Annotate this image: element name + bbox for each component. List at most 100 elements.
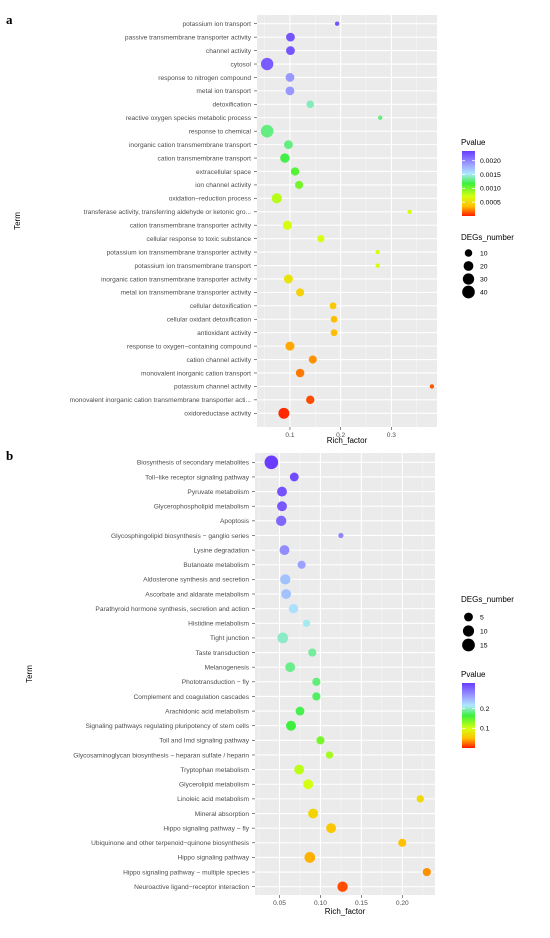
- data-point: [277, 501, 287, 512]
- term-label: cellular response to toxic substance: [147, 236, 252, 243]
- panel-b-size-legend: DEGs_number 5 10 15: [461, 595, 514, 652]
- size-legend-label: 40: [480, 289, 488, 296]
- data-point: [295, 368, 305, 378]
- x-tick-label: 0.15: [355, 900, 368, 907]
- data-point: [286, 46, 295, 55]
- panel-a-letter: a: [6, 12, 13, 27]
- term-label: antioxidant activity: [197, 330, 252, 337]
- data-point: [306, 395, 315, 405]
- data-point: [294, 764, 305, 775]
- data-point: [276, 515, 287, 527]
- colorbar-tick-label: 0.2: [480, 706, 490, 713]
- term-label: potassium channel activity: [174, 384, 252, 391]
- data-point: [280, 153, 290, 163]
- term-label: Lysine degradation: [194, 547, 250, 554]
- term-label: Linoleic acid metabolism: [177, 796, 249, 803]
- term-label: cytosol: [230, 61, 251, 68]
- colorbar-tick-label: 0.0005: [480, 199, 501, 206]
- term-label: metal ion transport: [196, 88, 251, 95]
- data-point: [398, 838, 407, 847]
- term-label: inorganic cation transmembrane transport: [129, 142, 251, 149]
- term-label: Glycosaminoglycan biosynthesis − heparan…: [73, 752, 249, 759]
- data-point: [306, 100, 314, 109]
- data-point: [416, 795, 424, 803]
- x-tick-label: 0.10: [314, 900, 327, 907]
- term-label: Signaling pathways regulating pluripoten…: [86, 723, 250, 730]
- term-label: response to chemical: [189, 128, 252, 135]
- term-label: extracellular space: [196, 169, 251, 176]
- term-label: Glycerolipid metabolism: [179, 782, 249, 789]
- term-label: cellular detoxification: [190, 303, 252, 310]
- term-label: oxidation−reduction process: [169, 196, 252, 203]
- size-legend-dot: [462, 273, 475, 285]
- x-tick-label: 0.20: [396, 900, 409, 907]
- data-point: [325, 751, 334, 759]
- data-point: [260, 57, 274, 71]
- term-label: potassium ion transmembrane transport: [134, 263, 251, 270]
- colorbar-tick-label: 0.1: [480, 726, 490, 733]
- size-legend-dot: [462, 638, 475, 652]
- data-point: [375, 249, 380, 255]
- panel-b-plot-background: [255, 453, 435, 895]
- data-point: [304, 852, 316, 863]
- data-point: [277, 486, 287, 497]
- panel-b-yaxis-title: Term: [25, 665, 34, 683]
- term-label: Parathyroid hormone synthesis, secretion…: [95, 606, 249, 613]
- term-label: oxidoreductase activity: [184, 411, 251, 418]
- term-label: detoxification: [213, 102, 252, 109]
- term-label: response to nitrogen compound: [158, 75, 251, 82]
- panel-a-xaxis-title: Rich_factor: [327, 436, 368, 445]
- data-point: [289, 472, 299, 482]
- term-label: Aldosterone synthesis and secretion: [143, 577, 249, 584]
- data-point: [286, 32, 295, 42]
- size-legend-label: 20: [480, 263, 488, 270]
- panel-a-pvalue-legend-title: Pvalue: [461, 138, 486, 147]
- data-point: [303, 779, 314, 790]
- term-label: Hippo signaling pathway − fly: [163, 825, 249, 832]
- size-legend-label: 15: [480, 642, 488, 649]
- size-legend-label: 10: [480, 250, 488, 257]
- x-tick-label: 0.1: [285, 432, 294, 439]
- data-point: [296, 288, 305, 297]
- data-point: [285, 341, 295, 351]
- size-legend-dot: [462, 625, 475, 637]
- size-legend-dot: [464, 612, 473, 622]
- size-legend-dot: [462, 285, 475, 299]
- term-label: cation transmembrane transporter activit…: [130, 223, 252, 230]
- data-point: [330, 315, 338, 323]
- term-label: Toll−like receptor signaling pathway: [145, 474, 250, 481]
- term-label: cation channel activity: [186, 357, 251, 364]
- data-point: [295, 706, 305, 716]
- data-point: [286, 720, 296, 731]
- data-point: [260, 124, 274, 138]
- data-point: [290, 167, 300, 176]
- data-point: [264, 455, 279, 470]
- term-label: Hippo signaling pathway: [178, 855, 250, 862]
- panel-a-pvalue-legend: Pvalue 0.0020 0.0015 0.0010 0.0005: [461, 138, 501, 216]
- term-label: Mineral absorption: [195, 811, 250, 818]
- data-point: [330, 329, 338, 337]
- term-label: Hippo signaling pathway − multiple speci…: [123, 869, 250, 876]
- panel-b-letter: b: [6, 448, 13, 463]
- term-label: Phototransduction − fly: [182, 679, 250, 686]
- term-label: Complement and coagulation cascades: [134, 694, 250, 701]
- data-point: [285, 662, 296, 673]
- term-label: monovalent inorganic cation transport: [141, 370, 251, 377]
- data-point: [271, 193, 282, 204]
- term-label: Melanogenesis: [205, 664, 250, 671]
- data-point: [429, 384, 435, 389]
- data-point: [279, 545, 290, 556]
- term-label: potassium ion transmembrane transporter …: [107, 249, 252, 256]
- data-point: [312, 677, 321, 686]
- data-point: [308, 648, 317, 657]
- panel-b-pvalue-legend-title: Pvalue: [461, 670, 486, 679]
- term-label: transferase activity, transferring aldeh…: [84, 209, 252, 216]
- term-label: reactive oxygen species metabolic proces…: [126, 115, 252, 122]
- data-point: [407, 209, 412, 214]
- data-point: [317, 235, 325, 243]
- term-label: Butanoate metabolism: [183, 562, 249, 569]
- data-point: [334, 21, 340, 26]
- x-tick-label: 0.2: [336, 432, 345, 439]
- term-label: Glycerophospholipid metabolism: [154, 504, 250, 511]
